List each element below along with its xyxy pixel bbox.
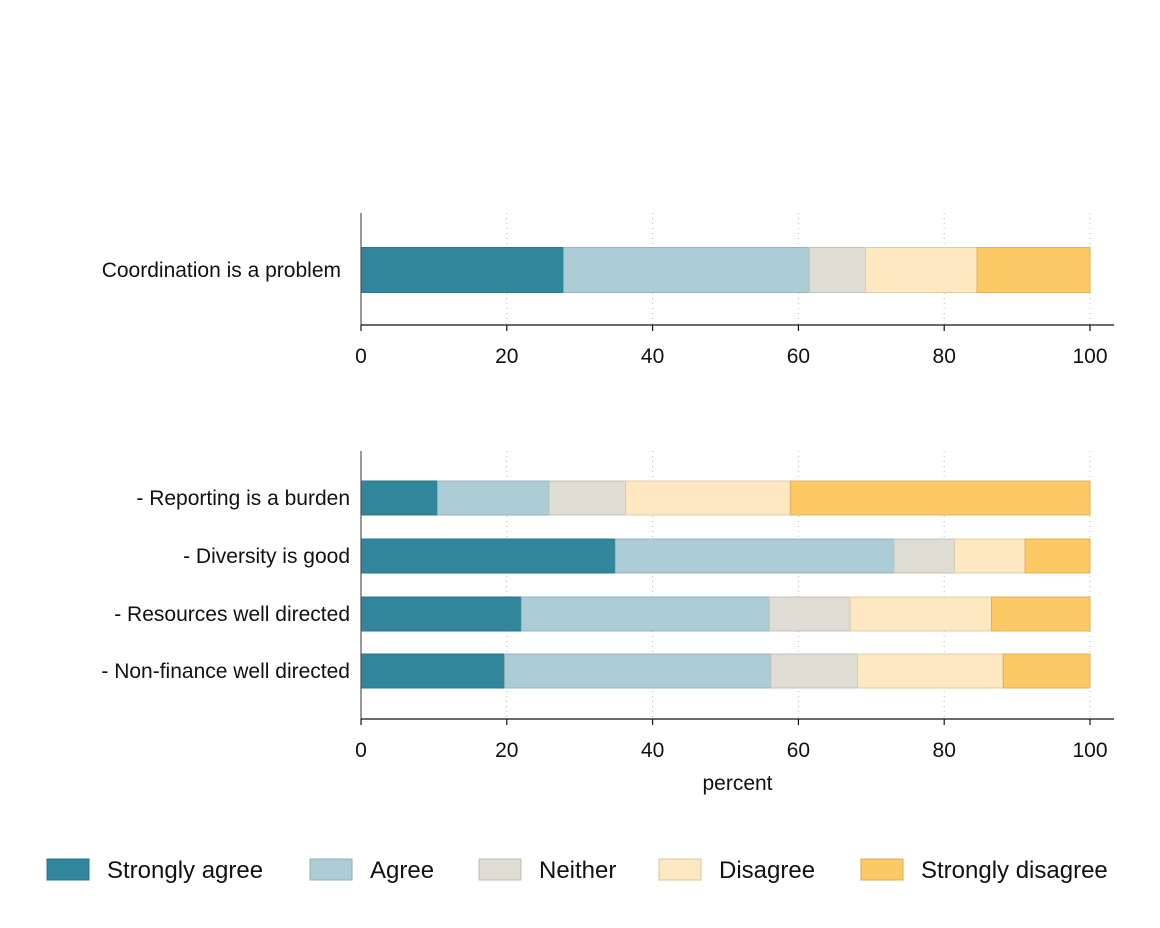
bar-segment xyxy=(360,596,522,632)
bar-segment xyxy=(768,596,851,632)
legend-label: Strongly agree xyxy=(107,857,263,884)
bar-segment xyxy=(849,596,993,632)
x-tick-label: 0 xyxy=(355,345,367,368)
bar-segment xyxy=(893,538,955,574)
category-label: Coordination is a problem xyxy=(102,259,341,282)
legend-swatch xyxy=(860,858,904,881)
x-tick-label: 40 xyxy=(641,345,664,368)
category-label: - Diversity is good xyxy=(183,545,350,568)
bar-segment xyxy=(360,538,616,574)
bar-segment xyxy=(789,480,1091,516)
bar-segment xyxy=(437,480,550,516)
bar-segment xyxy=(548,480,627,516)
bar-segment xyxy=(504,653,772,689)
bar-segment xyxy=(953,538,1026,574)
legend-swatch xyxy=(309,858,353,881)
x-tick-label: 20 xyxy=(495,739,518,762)
bar-segment xyxy=(1002,653,1091,689)
bar-segment xyxy=(360,480,439,516)
x-tick-label: 60 xyxy=(787,739,810,762)
x-tick-label: 100 xyxy=(1072,739,1107,762)
bar-segment xyxy=(991,596,1091,632)
bar-segment xyxy=(864,247,978,293)
x-tick-label: 60 xyxy=(787,345,810,368)
x-tick-label: 80 xyxy=(933,345,956,368)
bar-segment xyxy=(360,247,565,293)
bar-segment xyxy=(770,653,858,689)
bar-segment xyxy=(625,480,791,516)
bar-segment xyxy=(856,653,1004,689)
x-tick-label: 0 xyxy=(355,739,367,762)
category-label: - Resources well directed xyxy=(114,603,350,626)
bar-segment xyxy=(1024,538,1091,574)
x-tick-label: 80 xyxy=(933,739,956,762)
legend-label: Strongly disagree xyxy=(921,857,1108,884)
bar-segment xyxy=(808,247,866,293)
legend-swatch xyxy=(478,858,522,881)
bar-segment xyxy=(360,653,506,689)
legend-swatch xyxy=(46,858,90,881)
legend-label: Agree xyxy=(370,857,434,884)
x-axis-title: percent xyxy=(702,772,772,795)
x-tick-label: 40 xyxy=(641,739,664,762)
category-label: - Reporting is a burden xyxy=(136,487,350,510)
legend-swatch xyxy=(658,858,702,881)
bar-segment xyxy=(976,247,1091,293)
legend-label: Disagree xyxy=(719,857,815,884)
category-label: - Non-finance well directed xyxy=(101,660,350,683)
bar-segment xyxy=(614,538,895,574)
x-tick-label: 20 xyxy=(495,345,518,368)
legend-label: Neither xyxy=(539,857,616,884)
bar-segment xyxy=(563,247,810,293)
x-tick-label: 100 xyxy=(1072,345,1107,368)
bar-segment xyxy=(520,596,770,632)
